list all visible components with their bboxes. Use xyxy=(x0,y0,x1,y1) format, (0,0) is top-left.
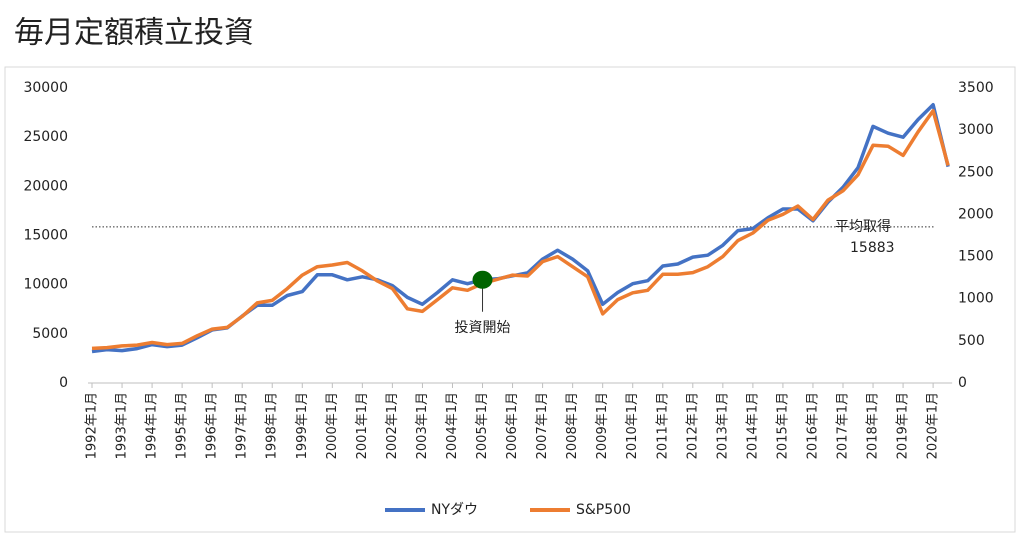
legend-label: NYダウ xyxy=(431,502,478,518)
y2-tick-label: 2500 xyxy=(958,164,994,180)
x-tick-label: 2015年1月 xyxy=(775,392,790,459)
x-tick-label: 2014年1月 xyxy=(745,392,760,459)
x-tick-label: 1995年1月 xyxy=(175,392,190,459)
x-tick-label: 2004年1月 xyxy=(445,392,460,459)
x-tick-label: 2020年1月 xyxy=(926,392,941,459)
chart-title: 毎月定額積立投資 xyxy=(14,16,254,51)
x-tick-label: 2017年1月 xyxy=(836,392,851,459)
start-marker xyxy=(472,270,493,289)
x-tick-label: 2007年1月 xyxy=(535,392,550,459)
average-cost-text: 平均取得 xyxy=(835,218,891,235)
legend-label: S&P500 xyxy=(576,502,631,518)
average-cost-value: 15883 xyxy=(850,240,895,256)
x-tick-label: 2003年1月 xyxy=(415,392,430,459)
x-tick-label: 2016年1月 xyxy=(805,392,820,459)
y-tick-label: 5000 xyxy=(32,326,68,342)
x-tick-label: 1999年1月 xyxy=(295,392,310,459)
y-tick-label: 25000 xyxy=(23,129,68,145)
y2-tick-label: 1500 xyxy=(958,249,994,265)
x-tick-label: 2018年1月 xyxy=(866,392,881,459)
series-line xyxy=(91,109,950,351)
y-tick-label: 10000 xyxy=(23,277,68,293)
y-tick-label: 20000 xyxy=(23,178,68,194)
x-tick-label: 2008年1月 xyxy=(565,392,580,459)
x-tick-label: 2012年1月 xyxy=(685,392,700,459)
x-tick-label: 2005年1月 xyxy=(475,392,490,459)
chart-frame xyxy=(4,66,1016,533)
start-label: 投資開始 xyxy=(455,320,511,336)
x-tick-label: 1996年1月 xyxy=(205,392,220,459)
x-tick-label: 1992年1月 xyxy=(85,392,100,459)
y-tick-label: 30000 xyxy=(23,80,68,96)
x-tick-label: 2006年1月 xyxy=(505,392,520,459)
x-tick-label: 2009年1月 xyxy=(595,392,610,459)
y2-tick-label: 3500 xyxy=(958,80,994,96)
y2-tick-label: 0 xyxy=(958,375,967,391)
y2-tick-label: 3000 xyxy=(958,122,994,138)
y2-tick-label: 2000 xyxy=(958,206,994,222)
x-tick-label: 1993年1月 xyxy=(115,392,130,459)
x-tick-label: 2011年1月 xyxy=(655,392,670,459)
x-tick-label: 2013年1月 xyxy=(715,392,730,459)
y-tick-label: 15000 xyxy=(23,228,68,244)
x-tick-label: 1994年1月 xyxy=(145,392,160,459)
y2-tick-label: 1000 xyxy=(958,291,994,307)
series-line xyxy=(91,102,950,354)
x-tick-label: 2001年1月 xyxy=(355,392,370,459)
y-tick-label: 0 xyxy=(59,375,68,391)
x-tick-label: 2000年1月 xyxy=(325,392,340,459)
x-tick-label: 1997年1月 xyxy=(235,392,250,459)
y2-tick-label: 500 xyxy=(958,333,985,349)
x-tick-label: 2002年1月 xyxy=(385,392,400,459)
x-tick-label: 2019年1月 xyxy=(896,392,911,459)
x-tick-label: 2010年1月 xyxy=(625,392,640,459)
x-tick-label: 1998年1月 xyxy=(265,392,280,459)
